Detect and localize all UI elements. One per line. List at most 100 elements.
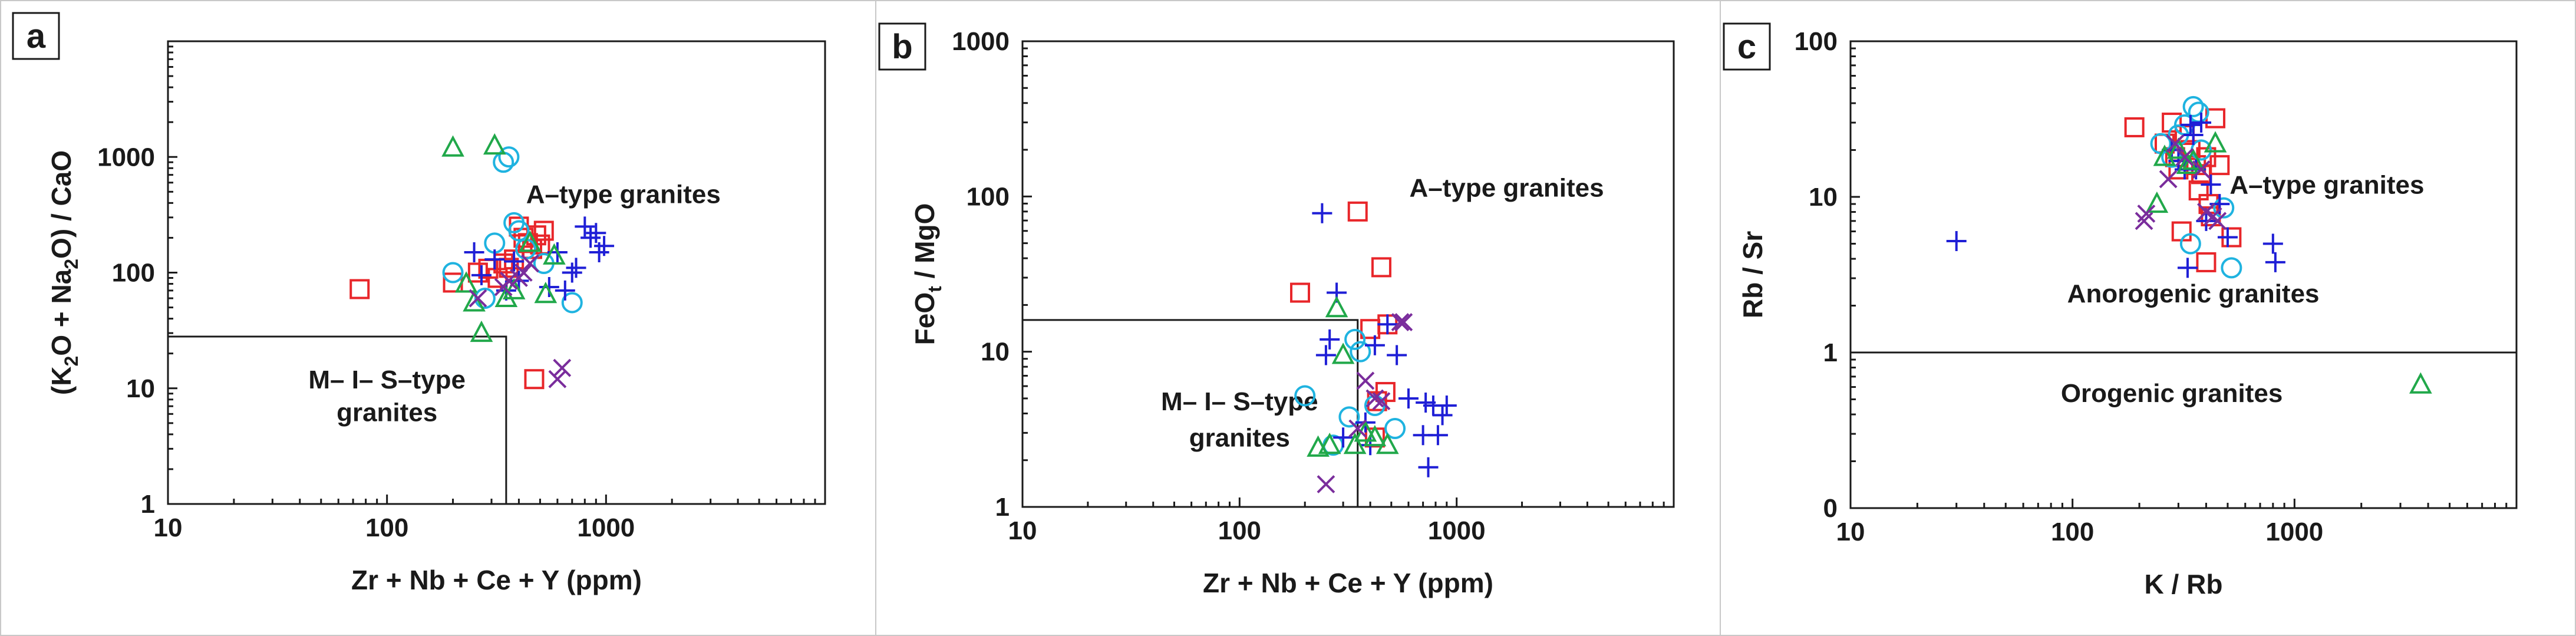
- data-point-plus: [566, 258, 586, 278]
- y-tick-label: 10: [981, 338, 1010, 367]
- data-point-x: [514, 263, 533, 282]
- series-green-triangle: [441, 133, 566, 342]
- data-point-x: [2192, 160, 2211, 179]
- data-point-plus: [2180, 114, 2201, 135]
- x-tick-label: 1000: [1428, 516, 1486, 545]
- data-point-x: [2166, 134, 2185, 153]
- y-axis-label: FeOt / MgO: [909, 203, 945, 345]
- data-point-x: [1394, 313, 1413, 331]
- data-point-x: [2137, 205, 2156, 223]
- data-point-x: [1365, 389, 1384, 408]
- field-annotation: granites: [1189, 424, 1290, 453]
- data-point-triangle: [519, 230, 542, 252]
- data-point-x: [469, 289, 487, 308]
- data-point-square: [1290, 282, 1311, 303]
- data-point-plus: [2265, 252, 2285, 272]
- field-annotation: A–type granites: [2229, 170, 2424, 199]
- data-point-triangle: [502, 278, 526, 299]
- data-point-circle: [1344, 328, 1366, 350]
- data-point-square: [1371, 257, 1391, 278]
- panel-letter-label: a: [27, 17, 46, 55]
- data-point-plus: [555, 280, 575, 301]
- data-point-square: [1367, 391, 1387, 411]
- data-point-triangle: [1363, 424, 1387, 447]
- x-tick-label: 100: [2051, 518, 2094, 546]
- panel-letter: c: [1723, 22, 1771, 71]
- data-point-circle: [474, 288, 496, 309]
- data-point-plus: [1418, 457, 1439, 477]
- data-point-circle: [1350, 341, 1371, 363]
- data-point-plus: [539, 277, 559, 298]
- data-point-plus: [2217, 227, 2238, 248]
- plot-frame: [1849, 40, 2518, 509]
- data-point-plus: [2191, 113, 2212, 133]
- data-point-plus: [471, 265, 492, 285]
- data-point-plus: [1364, 335, 1385, 355]
- x-tick-label: 1000: [2265, 518, 2323, 546]
- x-tick-label: 100: [1218, 516, 1261, 545]
- data-point-x: [1356, 371, 1375, 390]
- data-point-circle: [442, 262, 464, 284]
- data-point-plus: [1333, 427, 1354, 448]
- field-annotation: Orogenic granites: [2061, 379, 2283, 408]
- field-annotation: M– I– S–type: [1161, 387, 1318, 416]
- y-tick-label: 100: [1795, 27, 1838, 56]
- data-point-plus: [1432, 405, 1453, 426]
- series-purple-x: [1317, 313, 1413, 493]
- x-axis-label: Zr + Nb + Ce + Y (ppm): [351, 565, 642, 595]
- data-point-triangle: [463, 290, 486, 312]
- data-point-circle: [2182, 95, 2204, 117]
- data-point-triangle: [534, 281, 558, 304]
- panel-letter-box: [12, 12, 60, 60]
- data-point-x: [500, 271, 518, 290]
- y-tick-label: 1000: [952, 27, 1010, 56]
- field-annotation: granites: [337, 398, 437, 427]
- x-tick-label: 1000: [577, 513, 635, 542]
- data-point-plus: [1315, 345, 1336, 365]
- data-point-circle: [2213, 197, 2235, 219]
- data-point-plus: [562, 262, 582, 283]
- data-point-circle: [2179, 233, 2201, 255]
- data-point-x: [1317, 475, 1335, 493]
- data-point-plus: [1427, 425, 1448, 446]
- data-point-square: [2162, 113, 2182, 133]
- series-purple-x: [2135, 134, 2227, 230]
- data-point-circle: [508, 220, 530, 242]
- data-point-triangle: [1331, 342, 1355, 364]
- field-annotation: M– I– S–type: [308, 365, 466, 394]
- data-point-triangle: [2145, 191, 2169, 213]
- data-point-triangle: [483, 133, 506, 155]
- data-point-x: [2159, 170, 2178, 189]
- series-green-triangle: [1307, 296, 1399, 457]
- x-axis-label: K / Rb: [2145, 569, 2223, 599]
- data-point-plus: [1398, 388, 1419, 408]
- y-tick-label: 10: [126, 374, 155, 403]
- y-tick-label: 10: [1809, 183, 1838, 212]
- data-point-x: [553, 358, 572, 377]
- discrimination-boundary: [168, 335, 507, 504]
- data-point-plus: [1312, 203, 1332, 223]
- data-point-square: [349, 279, 370, 299]
- data-point-plus: [1320, 329, 1340, 350]
- data-point-square: [533, 220, 554, 241]
- data-point-plus: [1377, 314, 1398, 335]
- panel-letter-label: c: [1737, 28, 1756, 66]
- data-point-square: [1347, 201, 1368, 222]
- data-point-triangle: [454, 271, 478, 293]
- data-point-square: [467, 262, 488, 283]
- data-point-plus: [2262, 233, 2283, 254]
- x-tick-label: 100: [365, 513, 408, 542]
- data-point-triangle: [1343, 432, 1367, 454]
- y-axis-label: (K2O + Na2O) / CaO: [46, 150, 82, 395]
- y-tick-label: 1000: [97, 143, 155, 172]
- x-tick-label: 10: [1008, 516, 1037, 545]
- data-point-x: [2208, 212, 2227, 230]
- series-purple-x: [469, 254, 572, 388]
- panel-letter: b: [878, 22, 926, 71]
- data-point-circle: [1294, 385, 1316, 407]
- data-point-x: [1391, 313, 1410, 331]
